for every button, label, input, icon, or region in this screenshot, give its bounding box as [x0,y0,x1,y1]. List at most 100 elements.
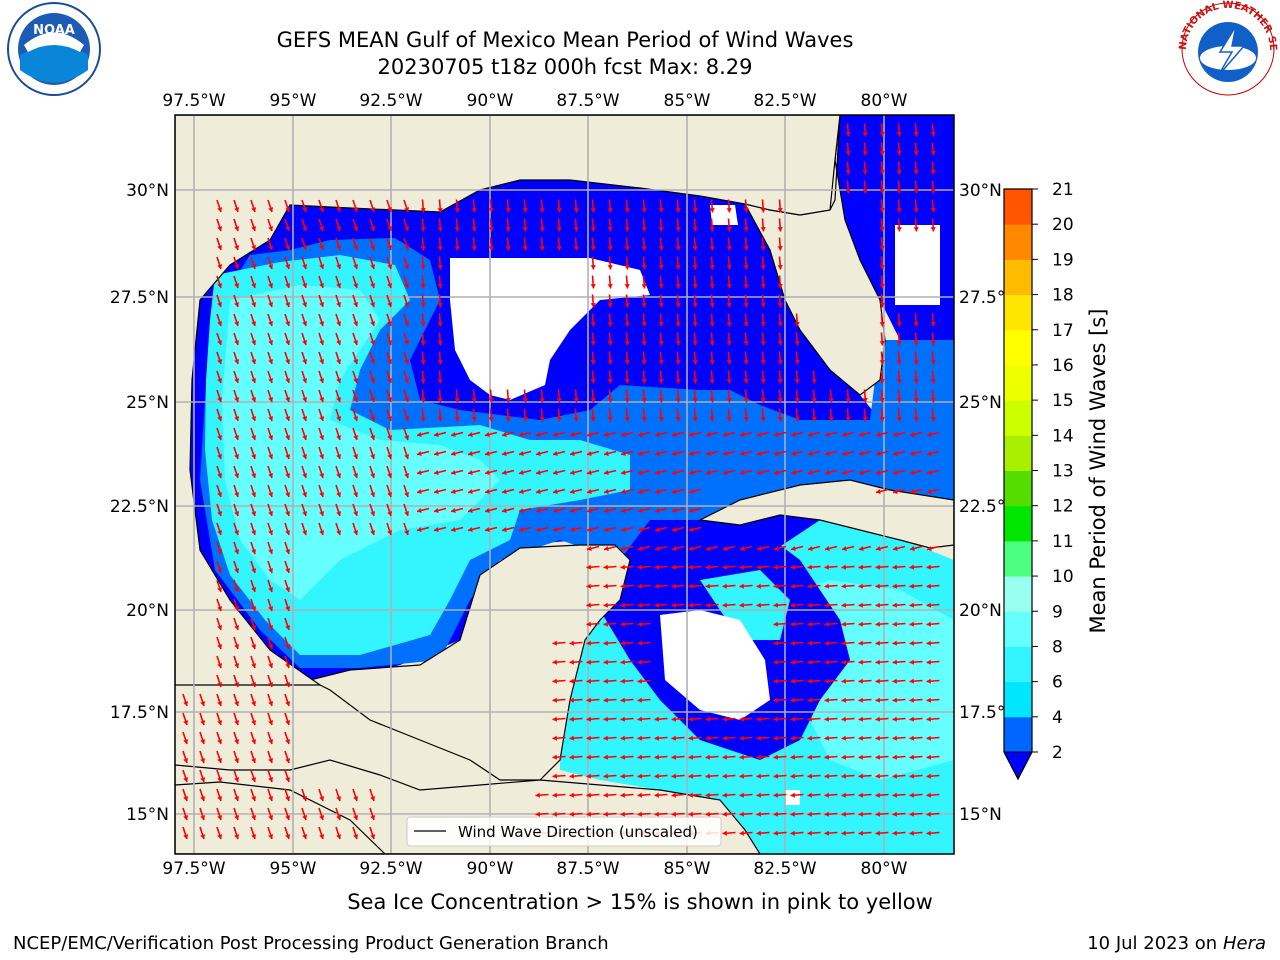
wave-arrow-head [370,226,376,231]
wave-arrow-head [319,530,325,535]
wave-arrow-head [790,773,795,779]
wave-arrow-head [234,587,240,592]
wave-arrow-head [420,227,426,232]
svg-text:17.5°N: 17.5°N [959,703,1018,723]
wave-arrow-head [760,341,766,346]
wave-arrow-head [791,431,796,437]
wave-arrow-head [234,739,240,744]
wave-arrow-head [790,564,795,570]
wave-arrow-head [927,488,932,494]
wave-arrow-head [927,450,932,456]
wave-arrow-head [862,151,868,156]
wave-arrow-head [268,701,274,706]
wave-arrow-head [234,530,240,535]
wave-arrow-head [892,716,897,722]
wave-arrow-head [569,716,574,722]
wave-arrow-head [420,246,426,251]
svg-text:25°N: 25°N [126,393,169,413]
wave-arrow-head [302,511,308,516]
wave-arrow-head [824,621,829,627]
svg-text:97.5°W: 97.5°W [162,859,225,879]
wave-arrow-head [556,208,562,213]
wave-arrow-head [586,735,591,741]
wave-arrow-head [603,773,608,779]
wave-arrow-head [621,526,626,532]
wave-arrow-head [740,450,745,456]
wave-arrow-head [913,132,919,137]
wave-arrow-head [879,246,885,251]
wave-arrow-head [451,469,456,475]
wave-arrow-head [519,431,524,437]
wave-arrow-head [434,507,439,513]
wave-arrow-head [417,507,422,513]
wave-arrow-head [709,398,715,403]
wave-arrow-head [268,340,274,345]
wave-arrow-head [688,773,693,779]
wave-arrow-head [858,697,863,703]
wave-arrow-head [841,583,846,589]
wave-arrow-head [468,488,473,494]
wave-arrow-head [739,583,744,589]
wave-arrow-head [892,640,897,646]
svg-text:20°N: 20°N [959,601,1002,621]
wave-arrow-head [777,227,783,232]
wave-arrow-head [552,735,557,741]
wave-arrow-head [740,469,745,475]
wave-arrow-head [621,431,626,437]
wave-arrow-head [892,830,897,836]
wave-arrow-head [879,265,885,270]
wave-arrow-head [285,359,291,364]
wave-arrow-head [641,379,647,384]
wave-arrow-head [370,492,376,497]
wave-arrow-head [319,796,325,801]
wave-arrow-head [536,526,541,532]
wave-arrow-head [319,283,325,288]
wave-arrow-head [859,450,864,456]
wave-arrow-head [641,360,647,365]
wave-arrow-head [217,777,223,782]
wave-arrow-head [319,207,325,212]
wave-arrow-head [620,697,625,703]
wave-arrow-head [909,792,914,798]
wave-arrow-head [234,454,240,459]
wave-arrow-head [485,431,490,437]
wave-arrow-head [471,417,477,422]
wave-arrow-head [387,492,393,497]
wave-arrow-head [604,507,609,513]
wave-arrow-head [845,132,851,137]
wave-direction-arrows [182,123,940,840]
svg-text:85°W: 85°W [664,859,711,879]
wave-arrow-head [709,417,715,422]
wave-arrow-head [876,488,881,494]
wave-arrow-head [760,265,766,270]
wave-arrow-head [654,564,659,570]
wave-arrow-head [739,716,744,722]
wave-arrow-head [519,450,524,456]
wave-arrow-head [671,583,676,589]
colorbar-segment [1004,224,1032,260]
wave-arrow-head [828,417,834,422]
colorbar-segment [1004,294,1032,331]
wave-arrow-head [217,663,223,668]
wave-arrow-head [879,208,885,213]
wave-arrow-head [672,431,677,437]
wave-arrow-head [573,398,579,403]
wave-arrow-head [689,469,694,475]
wave-arrow-head [417,469,422,475]
wave-arrow-head [879,303,885,308]
wave-arrow-head [807,697,812,703]
wave-arrow-head [217,568,223,573]
wave-arrow-head [302,492,308,497]
wave-arrow-head [268,511,274,516]
wave-arrow-head [336,207,342,212]
wave-arrow-head [353,321,359,326]
map-panel [175,115,954,854]
wave-arrow-head [739,792,744,798]
wave-arrow-head [319,226,325,231]
wave-arrow-head [875,640,880,646]
wave-arrow-head [488,208,494,213]
wave-arrow-head [675,227,681,232]
wave-arrow-head [777,379,783,384]
svg-text:92.5°W: 92.5°W [359,91,422,111]
wave-arrow-head [913,151,919,156]
